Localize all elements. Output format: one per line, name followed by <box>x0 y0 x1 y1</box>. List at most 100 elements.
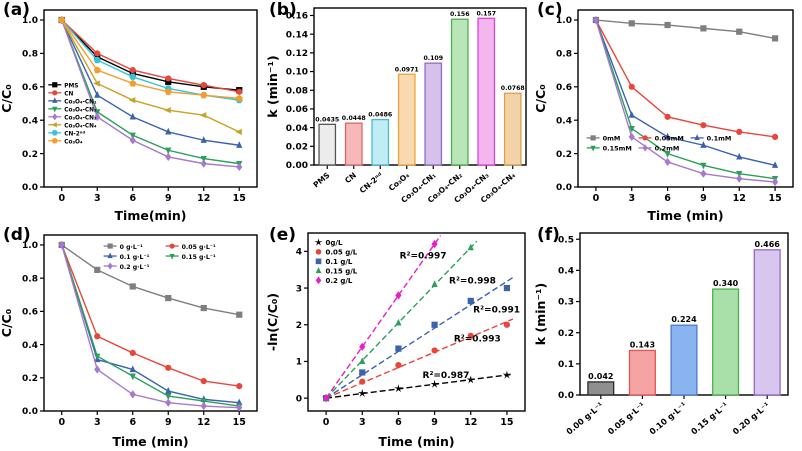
svg-text:1: 1 <box>296 358 302 368</box>
svg-text:0.6: 0.6 <box>22 308 38 318</box>
svg-text:CN-2ⁿᵈ: CN-2ⁿᵈ <box>64 131 85 138</box>
svg-text:9: 9 <box>700 193 707 204</box>
svg-text:0.157: 0.157 <box>476 10 496 17</box>
svg-text:0.0768: 0.0768 <box>501 85 525 92</box>
svg-text:0.02: 0.02 <box>286 143 308 153</box>
svg-text:9: 9 <box>165 193 172 204</box>
svg-text:CN-2ⁿᵈ: CN-2ⁿᵈ <box>358 170 385 195</box>
panel-c: (c) 0.0 0.2 0.4 0.6 0.8 1.0 0 3 6 9 12 15 Time (min)… <box>534 0 802 225</box>
svg-text:0.05mM: 0.05mM <box>655 135 684 143</box>
svg-text:0.1mM: 0.1mM <box>707 135 732 143</box>
svg-text:0.16: 0.16 <box>286 12 308 22</box>
svg-text:Co₃O₄-CN₃: Co₃O₄-CN₃ <box>64 116 97 122</box>
svg-text:0.10 g·L⁻¹: 0.10 g·L⁻¹ <box>647 400 688 437</box>
svg-text:0.06: 0.06 <box>286 105 308 115</box>
svg-text:R²=0.998: R²=0.998 <box>449 277 496 287</box>
svg-text:0.0: 0.0 <box>556 183 572 193</box>
svg-text:0.2: 0.2 <box>22 374 38 384</box>
svg-text:0.2 g·L⁻¹: 0.2 g·L⁻¹ <box>120 264 150 271</box>
svg-text:R²=0.997: R²=0.997 <box>400 252 447 262</box>
svg-text:3: 3 <box>94 193 101 204</box>
svg-text:0.10: 0.10 <box>286 68 308 78</box>
svg-text:0.466: 0.466 <box>755 240 781 249</box>
svg-text:15: 15 <box>233 417 246 428</box>
svg-text:3: 3 <box>628 193 635 204</box>
svg-text:PMS: PMS <box>64 84 78 90</box>
svg-text:0.05 g/L: 0.05 g/L <box>326 249 358 257</box>
svg-text:0.4: 0.4 <box>22 341 38 351</box>
svg-text:0.00: 0.00 <box>286 161 308 171</box>
svg-text:Time (min): Time (min) <box>378 434 454 449</box>
svg-text:15: 15 <box>768 193 781 204</box>
svg-text:0.1 g·L⁻¹: 0.1 g·L⁻¹ <box>120 254 150 261</box>
svg-text:2: 2 <box>296 321 302 331</box>
chart-d-dosage-degradation-curves: 0.0 0.2 0.4 0.6 0.8 1.0 0 3 6 9 12 15 Time (min) C/C₀… <box>0 225 266 451</box>
svg-text:3: 3 <box>296 284 302 294</box>
svg-text:0.0: 0.0 <box>22 183 38 193</box>
svg-text:0.6: 0.6 <box>22 83 38 93</box>
svg-text:6: 6 <box>664 193 671 204</box>
svg-text:0.15 g·L⁻¹: 0.15 g·L⁻¹ <box>689 400 730 437</box>
svg-text:0: 0 <box>296 394 302 404</box>
svg-text:0.224: 0.224 <box>671 315 697 324</box>
svg-text:Time (min): Time (min) <box>647 208 723 223</box>
svg-text:6: 6 <box>395 417 402 428</box>
svg-text:0.15mM: 0.15mM <box>603 145 632 153</box>
svg-text:6: 6 <box>129 417 136 428</box>
svg-text:0mM: 0mM <box>603 135 621 143</box>
svg-text:0.042: 0.042 <box>588 372 613 381</box>
svg-text:0.2: 0.2 <box>556 150 572 160</box>
svg-text:0.4: 0.4 <box>558 267 574 277</box>
svg-text:1.0: 1.0 <box>556 16 572 26</box>
svg-text:Co₃O₄-CN₁: Co₃O₄-CN₁ <box>64 100 97 106</box>
svg-text:3: 3 <box>359 417 366 428</box>
svg-text:0.2: 0.2 <box>22 150 38 160</box>
panel-a: (a) 0.0 0.2 0.4 0.6 0.8 1.0 0 3 6 9 12 15 Time(min) C… <box>0 0 266 225</box>
svg-text:C/C₀: C/C₀ <box>0 309 14 337</box>
svg-text:0.15 g·L⁻¹: 0.15 g·L⁻¹ <box>182 254 216 261</box>
svg-text:15: 15 <box>233 193 246 204</box>
svg-text:R²=0.987: R²=0.987 <box>423 371 470 381</box>
svg-text:k (min⁻¹): k (min⁻¹) <box>534 283 548 345</box>
svg-text:12: 12 <box>197 193 210 204</box>
svg-text:0.0: 0.0 <box>22 407 38 417</box>
svg-text:0.04: 0.04 <box>286 124 308 134</box>
panel-e: (e) 0 1 2 3 4 0 3 6 9 12 15 Time (min) -ln(C/C₀) R²=0… <box>266 225 534 451</box>
svg-text:0.1: 0.1 <box>558 360 574 370</box>
svg-text:0: 0 <box>58 417 65 428</box>
svg-text:0.8: 0.8 <box>22 274 38 284</box>
panel-label-f: (f) <box>537 225 560 245</box>
svg-text:6: 6 <box>129 193 136 204</box>
svg-text:0.20 g·L⁻¹: 0.20 g·L⁻¹ <box>730 400 771 437</box>
svg-text:12: 12 <box>197 417 210 428</box>
svg-text:PMS: PMS <box>312 171 332 190</box>
svg-text:12: 12 <box>464 417 477 428</box>
svg-text:0.12: 0.12 <box>286 49 308 59</box>
chart-f-dosage-rate-constant-bars: 0.0 0.1 0.2 0.3 0.4 0.5 0.00 g·L⁻¹ 0.05 g·L⁻¹ 0.… <box>534 225 802 451</box>
svg-text:0.340: 0.340 <box>713 279 739 288</box>
panel-label-c: (c) <box>537 0 563 20</box>
svg-text:0.0448: 0.0448 <box>342 115 366 122</box>
panel-b: (b) 0.00 0.02 0.04 0.06 0.08 0.10 0.12 0.14 0.16… <box>266 0 534 225</box>
svg-text:0 g·L⁻¹: 0 g·L⁻¹ <box>120 244 143 251</box>
svg-text:0.2 g/L: 0.2 g/L <box>326 277 353 285</box>
svg-text:0.08: 0.08 <box>286 86 308 96</box>
svg-text:0.15 g/L: 0.15 g/L <box>326 268 358 276</box>
svg-text:0.8: 0.8 <box>22 50 38 60</box>
svg-text:0.0971: 0.0971 <box>395 66 419 73</box>
svg-text:4: 4 <box>296 248 302 258</box>
svg-text:0.00 g·L⁻¹: 0.00 g·L⁻¹ <box>564 400 605 437</box>
svg-text:0.5: 0.5 <box>558 235 574 245</box>
svg-text:0.14: 0.14 <box>286 30 308 40</box>
svg-text:0.0435: 0.0435 <box>315 116 339 123</box>
svg-text:0.0: 0.0 <box>558 391 574 401</box>
svg-text:0: 0 <box>323 417 330 428</box>
svg-text:Time (min): Time (min) <box>112 434 188 449</box>
chart-a-catalyst-degradation-curves: 0.0 0.2 0.4 0.6 0.8 1.0 0 3 6 9 12 15 Time(min) C/C₀ P… <box>0 0 266 225</box>
panel-label-b: (b) <box>269 0 297 20</box>
svg-text:-ln(C/C₀): -ln(C/C₀) <box>266 293 280 351</box>
svg-text:1.0: 1.0 <box>22 16 38 26</box>
svg-text:9: 9 <box>431 417 438 428</box>
svg-text:0.2mM: 0.2mM <box>655 145 680 153</box>
svg-text:0.4: 0.4 <box>22 116 38 126</box>
